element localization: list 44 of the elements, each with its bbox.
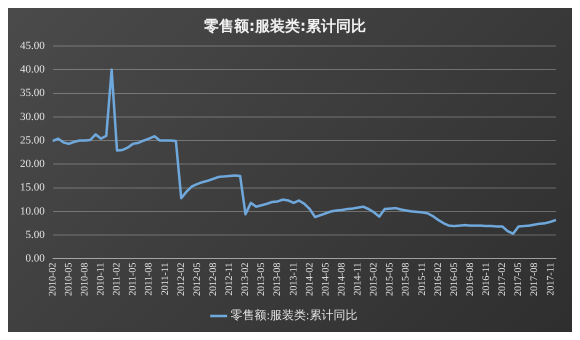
x-tick-label: 2016-11: [481, 262, 492, 296]
y-tick-label: 0.00: [26, 252, 46, 265]
x-tick-label: 2014-02: [304, 262, 316, 296]
x-tick-label: 2017-05: [513, 262, 524, 296]
chart-title: 零售额:服装类:累计同比: [204, 16, 366, 35]
x-tick-label: 2012-11: [224, 262, 236, 296]
x-tick-label: 2016-05: [448, 262, 460, 296]
x-tick-label: 2012-02: [176, 262, 187, 296]
x-tick-label: 2015-02: [368, 262, 380, 296]
legend-label: 零售额:服装类:累计同比: [230, 308, 358, 322]
x-tick-label: 2013-05: [256, 262, 268, 296]
x-tick-label: 2013-11: [288, 262, 300, 296]
y-tick-label: 10.00: [20, 205, 46, 218]
x-tick-label: 2013-08: [272, 262, 284, 296]
x-tick-label: 2012-08: [208, 262, 219, 296]
y-tick-label: 45.00: [20, 40, 46, 52]
x-tick-label: 2015-08: [400, 262, 412, 296]
x-tick-label: 2015-11: [416, 262, 428, 296]
y-tick-label: 40.00: [20, 64, 46, 76]
x-tick-label: 2013-02: [240, 262, 252, 296]
x-tick-label: 2011-11: [160, 262, 171, 296]
x-tick-label: 2010-08: [79, 262, 90, 296]
y-tick-label: 15.00: [20, 182, 46, 194]
x-tick-label: 2011-08: [144, 262, 155, 296]
x-tick-label: 2017-02: [497, 262, 508, 296]
x-tick-label: 2014-05: [320, 262, 332, 296]
x-tick-label: 2015-05: [384, 262, 396, 296]
x-tick-label: 2016-02: [432, 262, 444, 296]
x-tick-label: 2016-08: [464, 262, 476, 296]
y-tick-label: 20.00: [20, 158, 46, 170]
x-tick-label: 2010-02: [47, 262, 58, 296]
x-tick-label: 2014-11: [352, 262, 364, 296]
y-tick-label: 30.00: [20, 110, 46, 123]
y-tick-label: 25.00: [20, 134, 46, 146]
x-tick-label: 2011-02: [112, 262, 123, 296]
x-tick-label: 2012-05: [192, 262, 203, 296]
x-tick-label: 2017-11: [545, 262, 556, 296]
x-tick-label: 2014-08: [336, 262, 348, 296]
x-tick-label: 2011-05: [128, 262, 139, 296]
y-tick-label: 35.00: [20, 87, 46, 100]
x-tick-label: 2017-08: [529, 262, 540, 296]
y-tick-label: 5.00: [26, 228, 46, 241]
x-tick-label: 2010-05: [63, 262, 74, 296]
x-tick-label: 2010-11: [96, 262, 107, 296]
